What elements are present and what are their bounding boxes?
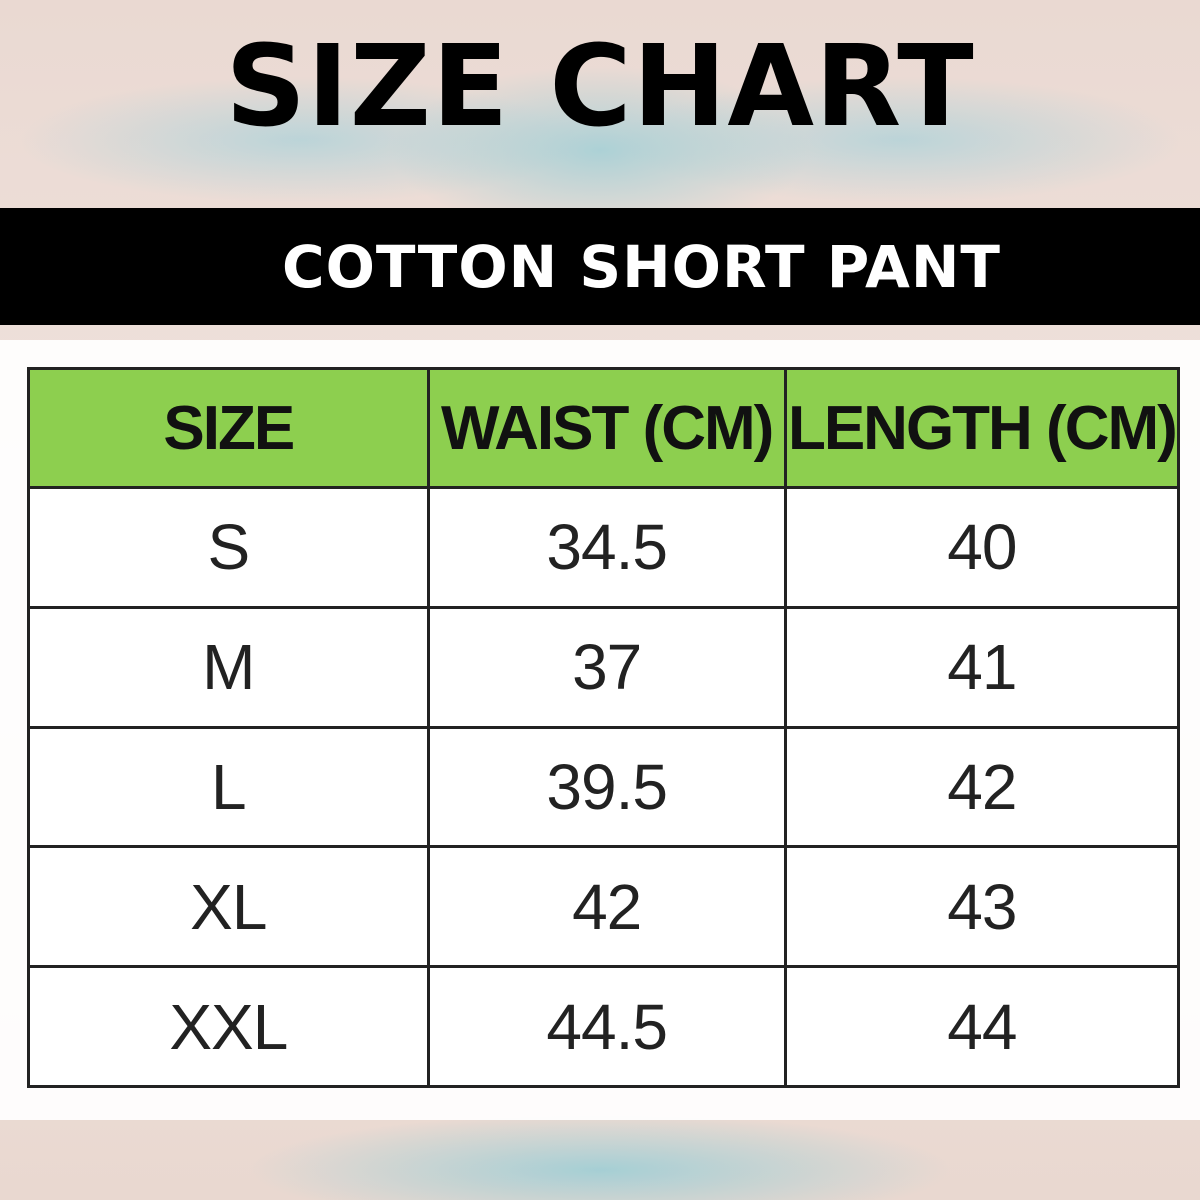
- waist-cell: 42: [426, 845, 787, 969]
- size-cell: XL: [27, 845, 430, 969]
- length-cell: 41: [783, 605, 1181, 729]
- size-cell: S: [27, 486, 430, 609]
- header-waist: WAIST (CM): [426, 367, 787, 489]
- length-cell: 43: [783, 845, 1181, 969]
- table-row: L 39.5 42: [27, 725, 1181, 849]
- length-cell: 40: [783, 486, 1181, 609]
- table-row: S 34.5 40: [27, 486, 1181, 609]
- subtitle-band: COTTON SHORT PANT: [0, 208, 1200, 325]
- subtitle: COTTON SHORT PANT: [282, 233, 1001, 301]
- size-cell: XXL: [27, 965, 430, 1088]
- header-size: SIZE: [27, 367, 430, 489]
- size-cell: L: [27, 725, 430, 849]
- size-cell: M: [27, 605, 430, 729]
- length-cell: 42: [783, 725, 1181, 849]
- header-row: SIZE WAIST (CM) LENGTH (CM): [27, 367, 1181, 489]
- table-row: XL 42 43: [27, 845, 1181, 969]
- page-title: SIZE CHART: [225, 22, 975, 152]
- length-cell: 44: [783, 965, 1181, 1088]
- waist-cell: 44.5: [426, 965, 787, 1088]
- waist-cell: 37: [426, 605, 787, 729]
- size-table: SIZE WAIST (CM) LENGTH (CM) S 34.5 40 M 37 41…: [27, 367, 1181, 1088]
- header-length: LENGTH (CM): [783, 367, 1181, 489]
- table-row: XXL 44.5 44: [27, 965, 1181, 1088]
- waist-cell: 34.5: [426, 486, 787, 609]
- waist-cell: 39.5: [426, 725, 787, 849]
- table-row: M 37 41: [27, 605, 1181, 729]
